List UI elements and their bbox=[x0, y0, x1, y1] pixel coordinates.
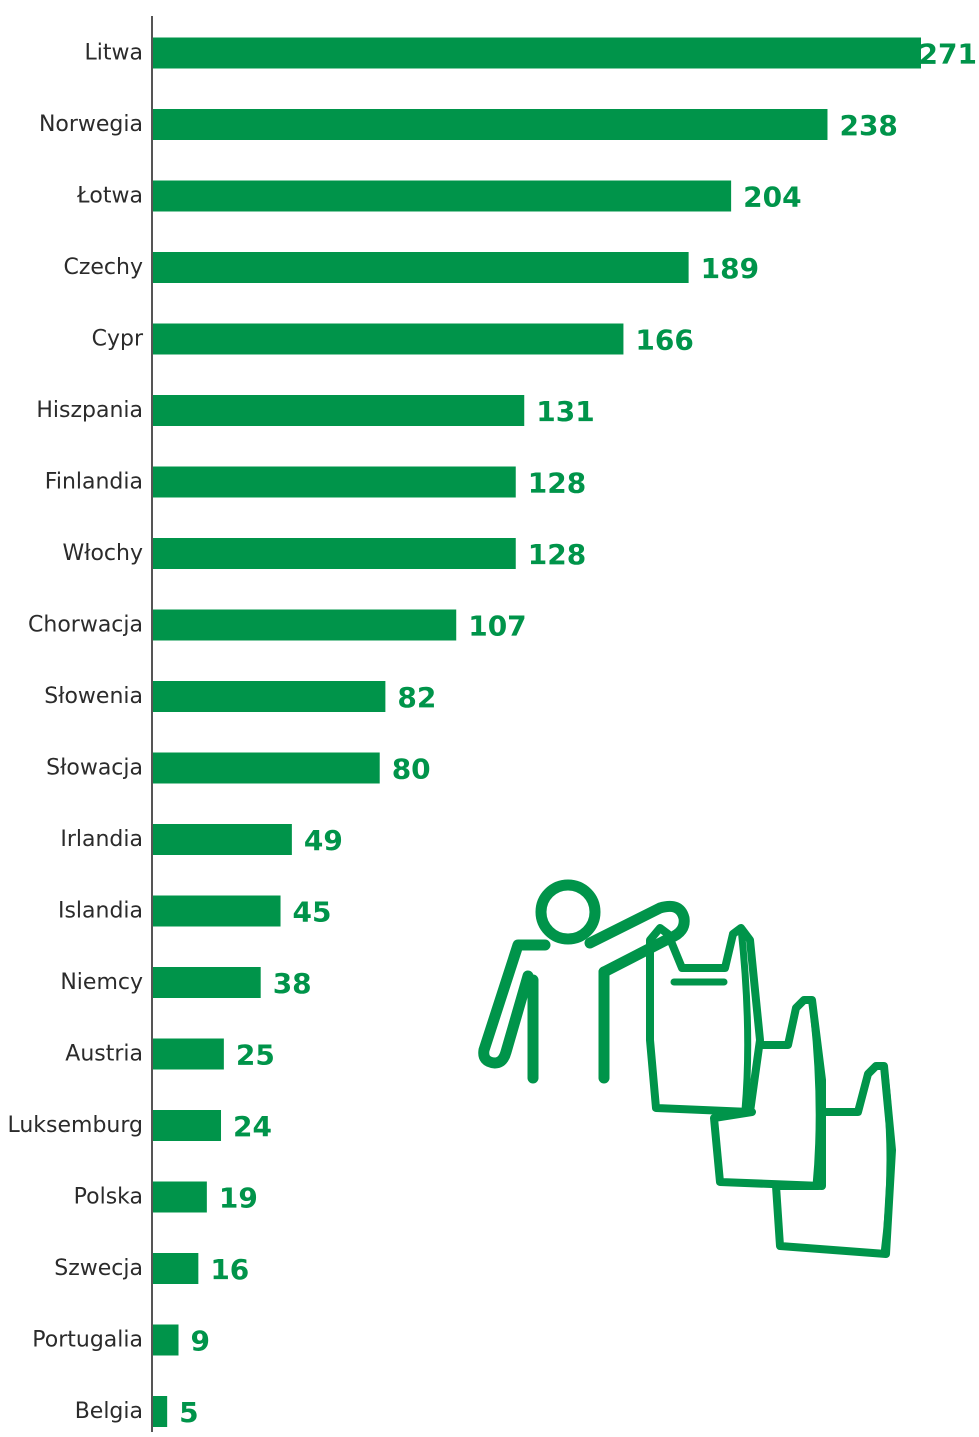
bar-0 bbox=[153, 37, 921, 69]
shopping-bag-2 bbox=[710, 996, 826, 1190]
category-label: Austria bbox=[65, 1042, 143, 1067]
value-label: 49 bbox=[304, 824, 343, 857]
category-label: Irlandia bbox=[60, 827, 143, 852]
bar-9 bbox=[153, 681, 386, 712]
category-label: Luksemburg bbox=[7, 1113, 143, 1138]
category-label: Portugalia bbox=[32, 1328, 143, 1353]
category-label: Łotwa bbox=[76, 184, 143, 209]
value-label: 25 bbox=[236, 1039, 275, 1072]
value-label: 9 bbox=[191, 1325, 210, 1358]
bar-15 bbox=[153, 1110, 222, 1141]
category-label: Słowacja bbox=[46, 756, 143, 781]
value-label: 204 bbox=[743, 181, 801, 214]
value-labels-layer: 271 238 204 189 166 131 128 128 107 82 80 49 45 38 25 2… bbox=[179, 38, 977, 1430]
value-label: 189 bbox=[701, 252, 759, 285]
category-label: Finlandia bbox=[45, 470, 143, 495]
category-labels-layer: Litwa Norwegia Łotwa Czechy Cypr Hiszpania Fin… bbox=[7, 41, 143, 1425]
value-label: 238 bbox=[839, 109, 897, 142]
shopping-bag-3-fold bbox=[880, 1062, 894, 1258]
bar-7 bbox=[153, 538, 516, 569]
person-right-arm bbox=[584, 900, 690, 978]
bar-19 bbox=[153, 1396, 168, 1427]
category-label: Włochy bbox=[62, 541, 143, 566]
shopping-bag-3 bbox=[772, 1062, 896, 1258]
category-label: Czechy bbox=[63, 255, 143, 280]
bar-16 bbox=[153, 1181, 207, 1213]
bar-6 bbox=[153, 466, 516, 498]
category-label: Litwa bbox=[85, 41, 143, 66]
category-label: Belgia bbox=[75, 1399, 143, 1424]
bar-1 bbox=[153, 109, 828, 140]
value-label: 82 bbox=[397, 681, 436, 714]
category-label: Szwecja bbox=[54, 1256, 143, 1281]
shopping-bag-2-fold bbox=[808, 996, 823, 1190]
bar-11 bbox=[153, 824, 292, 855]
value-label: 271 bbox=[919, 38, 977, 71]
value-label: 5 bbox=[179, 1396, 198, 1429]
bar-4 bbox=[153, 323, 624, 355]
bar-8 bbox=[153, 609, 457, 641]
bar-14 bbox=[153, 1038, 224, 1070]
category-label: Hiszpania bbox=[36, 398, 143, 423]
bar-3 bbox=[153, 252, 689, 283]
value-label: 19 bbox=[219, 1182, 258, 1215]
bar-5 bbox=[153, 395, 525, 426]
category-label: Polska bbox=[74, 1185, 143, 1210]
category-label: Islandia bbox=[58, 899, 143, 924]
person-left-arm bbox=[478, 939, 551, 1069]
person-head bbox=[535, 879, 601, 945]
bar-18 bbox=[153, 1324, 179, 1356]
category-label: Niemcy bbox=[60, 970, 143, 995]
value-label: 16 bbox=[210, 1253, 249, 1286]
person-carrying-shopping-bags-icon bbox=[478, 879, 896, 1258]
value-label: 128 bbox=[528, 467, 586, 500]
category-label: Cypr bbox=[92, 327, 144, 352]
value-label: 38 bbox=[273, 967, 312, 1000]
bar-17 bbox=[153, 1253, 199, 1284]
bar-12 bbox=[153, 895, 281, 927]
category-label: Norwegia bbox=[39, 112, 143, 137]
category-label: Słowenia bbox=[44, 684, 143, 709]
value-label: 131 bbox=[536, 395, 594, 428]
value-label: 166 bbox=[635, 324, 693, 357]
category-label: Chorwacja bbox=[28, 613, 143, 638]
value-label: 107 bbox=[468, 610, 526, 643]
value-label: 45 bbox=[293, 896, 332, 929]
bars-layer bbox=[153, 37, 921, 1427]
bar-10 bbox=[153, 752, 380, 784]
value-label: 80 bbox=[392, 753, 431, 786]
value-label: 128 bbox=[528, 538, 586, 571]
value-label: 24 bbox=[233, 1110, 272, 1143]
bar-13 bbox=[153, 967, 261, 998]
shopping-bag-1-fold bbox=[737, 924, 752, 1114]
bar-2 bbox=[153, 180, 732, 212]
